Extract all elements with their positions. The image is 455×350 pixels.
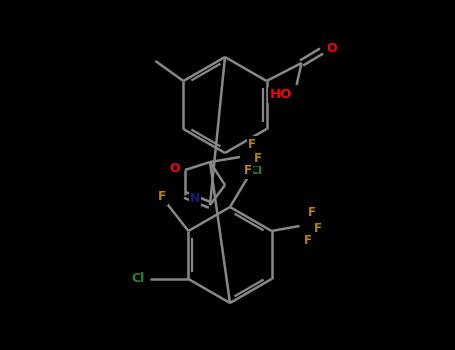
Text: F: F — [254, 152, 262, 164]
Text: O: O — [326, 42, 337, 55]
Text: Cl: Cl — [132, 273, 145, 286]
Text: F: F — [158, 190, 167, 203]
Text: F: F — [308, 205, 316, 218]
Text: F: F — [248, 138, 256, 150]
Text: HO: HO — [269, 89, 292, 101]
Text: N: N — [190, 193, 200, 205]
Text: Cl: Cl — [249, 164, 263, 177]
Text: O: O — [170, 161, 180, 175]
Text: F: F — [303, 233, 312, 246]
Text: F: F — [313, 222, 322, 235]
Text: F: F — [244, 164, 252, 177]
